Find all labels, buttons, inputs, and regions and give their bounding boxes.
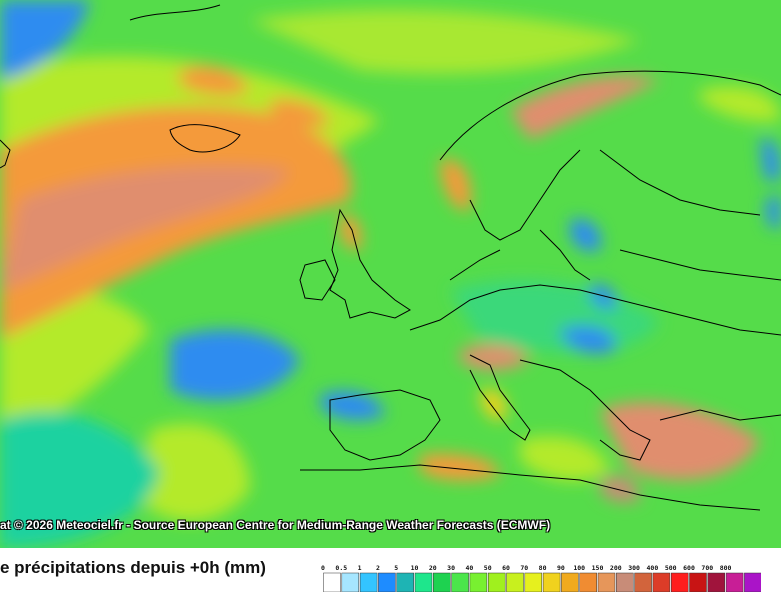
- legend-ticks: 0 0.5 1 2 5 10 20 30 40 50 60 70 80 90 100 150 200 300 400…: [321, 564, 732, 572]
- legend-color-box: [506, 572, 524, 592]
- legend-tick: 5: [394, 564, 398, 572]
- legend-tick: 400: [647, 564, 659, 572]
- legend-color-box: [616, 572, 634, 592]
- legend-tick: 70: [520, 564, 528, 572]
- legend-tick: 50: [484, 564, 492, 572]
- legend-color-box: [396, 572, 414, 592]
- legend-tick: 80: [539, 564, 547, 572]
- legend-color-box: [524, 572, 543, 592]
- legend-tick: 1: [358, 564, 362, 572]
- map-credit: at © 2026 Meteociel.fr - Source European…: [0, 518, 551, 532]
- legend-tick: 30: [447, 564, 455, 572]
- legend-tick: 150: [592, 564, 604, 572]
- legend-color-box: [323, 572, 341, 592]
- legend-tick: 800: [720, 564, 732, 572]
- legend-color-box: [469, 572, 488, 592]
- legend-tick: 100: [573, 564, 585, 572]
- legend-color-box: [707, 572, 726, 592]
- legend-tick: 700: [701, 564, 713, 572]
- legend-color-box: [597, 572, 616, 592]
- legend-tick: 10: [411, 564, 419, 572]
- legend-tick: 40: [465, 564, 473, 572]
- legend-color-box: [652, 572, 671, 592]
- legend-color-box: [433, 572, 451, 592]
- legend-color-box: [689, 572, 707, 592]
- legend-tick: 0: [321, 564, 325, 572]
- legend-color-box: [341, 572, 360, 592]
- legend-color-box: [378, 572, 396, 592]
- precipitation-map: [0, 0, 781, 548]
- legend-tick: 600: [683, 564, 695, 572]
- legend-tick: 200: [610, 564, 622, 572]
- legend-color-box: [359, 572, 378, 592]
- legend-boxes: [323, 572, 761, 592]
- legend-color-box: [451, 572, 469, 592]
- legend-color-box: [487, 572, 506, 592]
- legend-tick: 0.5: [335, 564, 347, 572]
- legend-color-box: [725, 572, 744, 592]
- footer: e précipitations depuis +0h (mm) 0 0.5 1 2 5…: [0, 548, 781, 592]
- legend-tick: 60: [502, 564, 510, 572]
- legend-tick: 300: [628, 564, 640, 572]
- legend-color-box: [414, 572, 433, 592]
- legend-tick: 500: [665, 564, 677, 572]
- legend-color-box: [634, 572, 652, 592]
- legend-tick: 90: [557, 564, 565, 572]
- legend-color-box: [744, 572, 761, 592]
- map-title: e précipitations depuis +0h (mm): [0, 558, 266, 577]
- legend-tick: 20: [429, 564, 437, 572]
- legend-tick: 2: [376, 564, 380, 572]
- color-legend: 0 0.5 1 2 5 10 20 30 40 50 60 70 80 90 100 150 200 300 400…: [321, 564, 761, 592]
- legend-color-box: [542, 572, 561, 592]
- legend-color-box: [670, 572, 689, 592]
- legend-color-box: [561, 572, 579, 592]
- legend-color-box: [579, 572, 597, 592]
